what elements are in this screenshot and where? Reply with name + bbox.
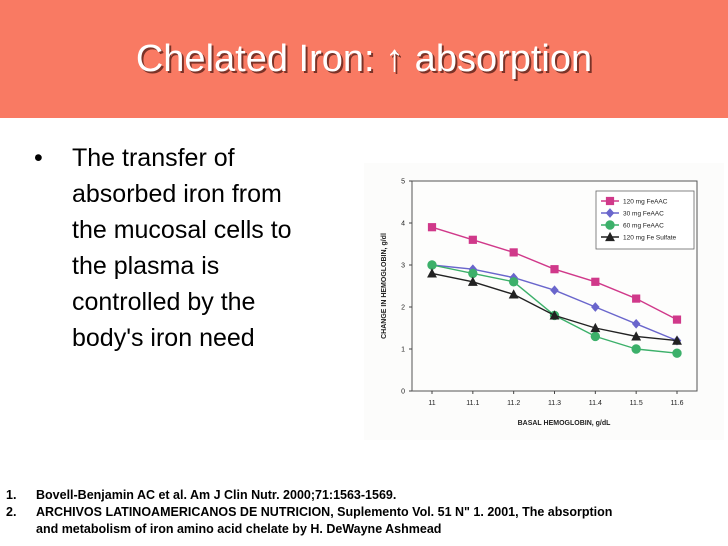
- reference-text: Bovell-Benjamin AC et al. Am J Clin Nutr…: [36, 487, 396, 504]
- bullet-line: body's iron need: [72, 324, 255, 352]
- data-point: [631, 344, 641, 354]
- bullet-line: the mucosal cells to: [72, 216, 292, 244]
- legend-label: 120 mg FeAAC: [623, 199, 668, 206]
- x-tick-label: 11: [428, 400, 435, 407]
- data-point: [672, 315, 682, 324]
- y-tick-label: 3: [401, 263, 405, 270]
- data-point: [632, 294, 641, 303]
- data-point: [631, 331, 642, 341]
- references: 1. Bovell-Benjamin AC et al. Am J Clin N…: [6, 487, 722, 538]
- data-point: [508, 289, 519, 299]
- x-tick-label: 11.3: [548, 400, 561, 407]
- chart-figure: 0 1 2 3 4 5 11 11.1 11.2 11.3 11.4 11.5 11.6 120 mg…: [364, 163, 724, 440]
- data-point: [591, 302, 600, 312]
- reference-number: 2.: [6, 505, 17, 519]
- data-point: [549, 310, 560, 320]
- reference-line: Bovell-Benjamin AC et al. Am J Clin Nutr…: [36, 488, 397, 502]
- data-point: [427, 268, 437, 278]
- data-point: [467, 276, 478, 286]
- legend-marker: [605, 220, 615, 230]
- legend-marker: [605, 208, 615, 218]
- x-tick-label: 11.1: [466, 400, 479, 407]
- data-point: [468, 268, 478, 279]
- data-point: [550, 285, 559, 296]
- bullet-line: controlled by the: [72, 288, 256, 316]
- reference-line: and metabolism of iron amino acid chelat…: [36, 522, 442, 536]
- series-group: [427, 268, 682, 345]
- data-point: [672, 335, 682, 345]
- legend-label: 60 mg FeAAC: [623, 223, 664, 230]
- bullet-dot: •: [34, 144, 43, 172]
- reference-text: ARCHIVOS LATINOAMERICANOS DE NUTRICION, …: [36, 504, 612, 538]
- data-point: [590, 322, 601, 333]
- x-tick-label: 11.5: [630, 400, 643, 407]
- bullet-line: absorbed iron from: [72, 180, 282, 208]
- data-point: [631, 318, 641, 329]
- legend-label: 120 mg Fe Sulfate: [623, 235, 676, 242]
- data-point: [590, 331, 601, 342]
- y-tick-label: 4: [401, 221, 405, 228]
- data-point: [550, 265, 559, 274]
- y-tick-label: 0: [401, 389, 405, 396]
- legend-marker: [605, 196, 615, 206]
- data-point: [468, 235, 477, 244]
- series-group: [427, 223, 682, 324]
- reference-item: 2. ARCHIVOS LATINOAMERICANOS DE NUTRICIO…: [6, 504, 722, 538]
- data-point: [591, 277, 600, 286]
- x-tick-label: 11.6: [670, 400, 683, 407]
- hemoglobin-chart: 0 1 2 3 4 5 11 11.1 11.2 11.3 11.4 11.5 11.6 120 mg…: [381, 179, 698, 427]
- reference-item: 1. Bovell-Benjamin AC et al. Am J Clin N…: [6, 487, 722, 504]
- slide-title: Chelated Iron: ↑ absorption: [135, 38, 593, 80]
- legend-marker: [605, 231, 615, 242]
- data-point: [427, 223, 437, 232]
- data-point: [672, 348, 682, 358]
- legend-label: 30 mg FeAAC: [623, 211, 664, 218]
- y-tick-label: 2: [401, 305, 405, 312]
- y-axis-label: CHANGE IN HEMOGLOBIN, g/dl: [381, 233, 388, 339]
- y-tick-label: 1: [401, 347, 405, 354]
- bullet-point: • The transfer of absorbed iron from the…: [34, 140, 366, 356]
- bullet-text: The transfer of absorbed iron from the m…: [46, 140, 366, 356]
- title-bar: [0, 0, 728, 118]
- bullet-line: The transfer of: [72, 144, 235, 172]
- x-tick-label: 11.2: [507, 400, 520, 407]
- reference-line: ARCHIVOS LATINOAMERICANOS DE NUTRICION, …: [36, 505, 613, 519]
- x-axis-label: BASAL HEMOGLOBIN, g/dL: [518, 420, 612, 427]
- data-point: [508, 277, 519, 287]
- data-point: [427, 260, 437, 270]
- data-point: [509, 248, 518, 257]
- bullet-line: the plasma is: [72, 252, 220, 280]
- x-tick-label: 11.4: [589, 400, 602, 407]
- y-tick-label: 5: [401, 179, 405, 186]
- reference-number: 1.: [6, 488, 17, 502]
